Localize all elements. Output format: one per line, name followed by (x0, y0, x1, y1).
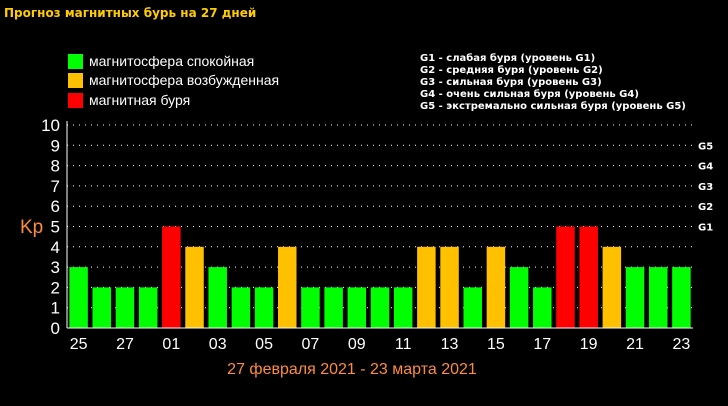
kp-bar (370, 287, 390, 328)
kp-bar (115, 287, 135, 328)
chart-title: Прогноз магнитных бурь на 27 дней (4, 6, 257, 20)
kp-bar (347, 287, 367, 328)
kp-bar (440, 246, 459, 328)
kp-bar (533, 287, 552, 328)
kp-bar (278, 246, 297, 328)
y-tick-label: 5 (51, 218, 60, 237)
x-tick-label: 05 (255, 336, 273, 353)
g-scale-g5: G5 - экстремально сильная буря (уровень … (420, 101, 686, 112)
kp-bar (138, 287, 158, 328)
legend-label-storm: магнитная буря (89, 92, 191, 108)
x-tick-label: 23 (673, 336, 691, 353)
kp-bar (509, 267, 529, 328)
y-tick-label: 3 (51, 258, 60, 277)
legend-swatch-quiet (68, 53, 83, 69)
x-tick-label: 01 (162, 336, 180, 353)
g-scale-legend: G1 - слабая буря (уровень G1) G2 - средн… (420, 53, 686, 113)
y-tick-label: 1 (51, 299, 60, 318)
x-tick-label: 07 (302, 336, 320, 353)
g-scale-g4: G4 - очень сильная буря (уровень G4) (420, 89, 639, 100)
kp-bar (324, 287, 343, 328)
legend-item-quiet: магнитосфера спокойная (68, 53, 254, 69)
x-tick-label: 13 (441, 336, 459, 353)
legend-item-active: магнитосфера возбужденная (68, 72, 279, 88)
y-tick-label: 6 (51, 197, 60, 216)
y-tick-label: 10 (41, 116, 60, 135)
y-tick-label: 4 (51, 238, 60, 257)
y-tick-label: 7 (51, 177, 60, 196)
legend-label-quiet: магнитосфера спокойная (89, 53, 255, 69)
kp-bar (417, 246, 436, 328)
x-tick-label: 11 (395, 336, 412, 353)
x-tick-label: 15 (487, 336, 505, 353)
kp-bar (579, 226, 598, 328)
kp-bar (254, 287, 274, 328)
g-level-label: G1 (698, 223, 713, 234)
x-tick-label: 25 (70, 336, 88, 353)
legend-swatch-active (68, 72, 83, 88)
kp-bar (602, 246, 622, 328)
kp-bar (463, 287, 482, 328)
kp-bar (92, 287, 112, 328)
kp-bar (69, 267, 88, 328)
kp-bar (648, 267, 668, 328)
kp-bar (393, 287, 413, 328)
y-tick-label: 2 (51, 278, 60, 297)
x-tick-label: 27 (116, 336, 134, 353)
g-level-label: G4 (698, 162, 713, 173)
y-tick-label: 0 (51, 319, 60, 338)
kp-bar (301, 287, 320, 328)
x-tick-label: 09 (348, 336, 366, 353)
x-tick-label: 21 (626, 336, 644, 353)
x-tick-label: 19 (580, 336, 598, 353)
kp-bar (486, 246, 506, 328)
g-level-label: G5 (698, 141, 713, 152)
g-level-label: G3 (698, 182, 713, 193)
x-tick-label: 17 (533, 336, 551, 353)
kp-bar (625, 267, 645, 328)
y-axis-label: Kp (20, 217, 43, 238)
g-scale-g1: G1 - слабая буря (уровень G1) (420, 53, 596, 64)
legend-swatch-storm (68, 92, 83, 108)
legend-item-storm: магнитная буря (68, 92, 190, 108)
kp-bar (672, 267, 691, 328)
g-scale-g3: G3 - сильная буря (уровень G3) (420, 77, 602, 88)
y-tick-label: 8 (51, 157, 60, 176)
g-level-label: G2 (698, 202, 713, 213)
x-tick-label: 03 (209, 336, 227, 353)
kp-bar (185, 246, 204, 328)
kp-bar (208, 267, 227, 328)
kp-bar (556, 226, 575, 328)
kp-bar (231, 287, 251, 328)
x-axis-label: 27 февраля 2021 - 23 марта 2021 (227, 361, 477, 378)
y-tick-label: 9 (51, 136, 60, 155)
g-scale-g2: G2 - средняя буря (уровень G2) (420, 65, 603, 76)
legend-label-active: магнитосфера возбужденная (89, 72, 280, 88)
kp-bar (162, 226, 181, 328)
